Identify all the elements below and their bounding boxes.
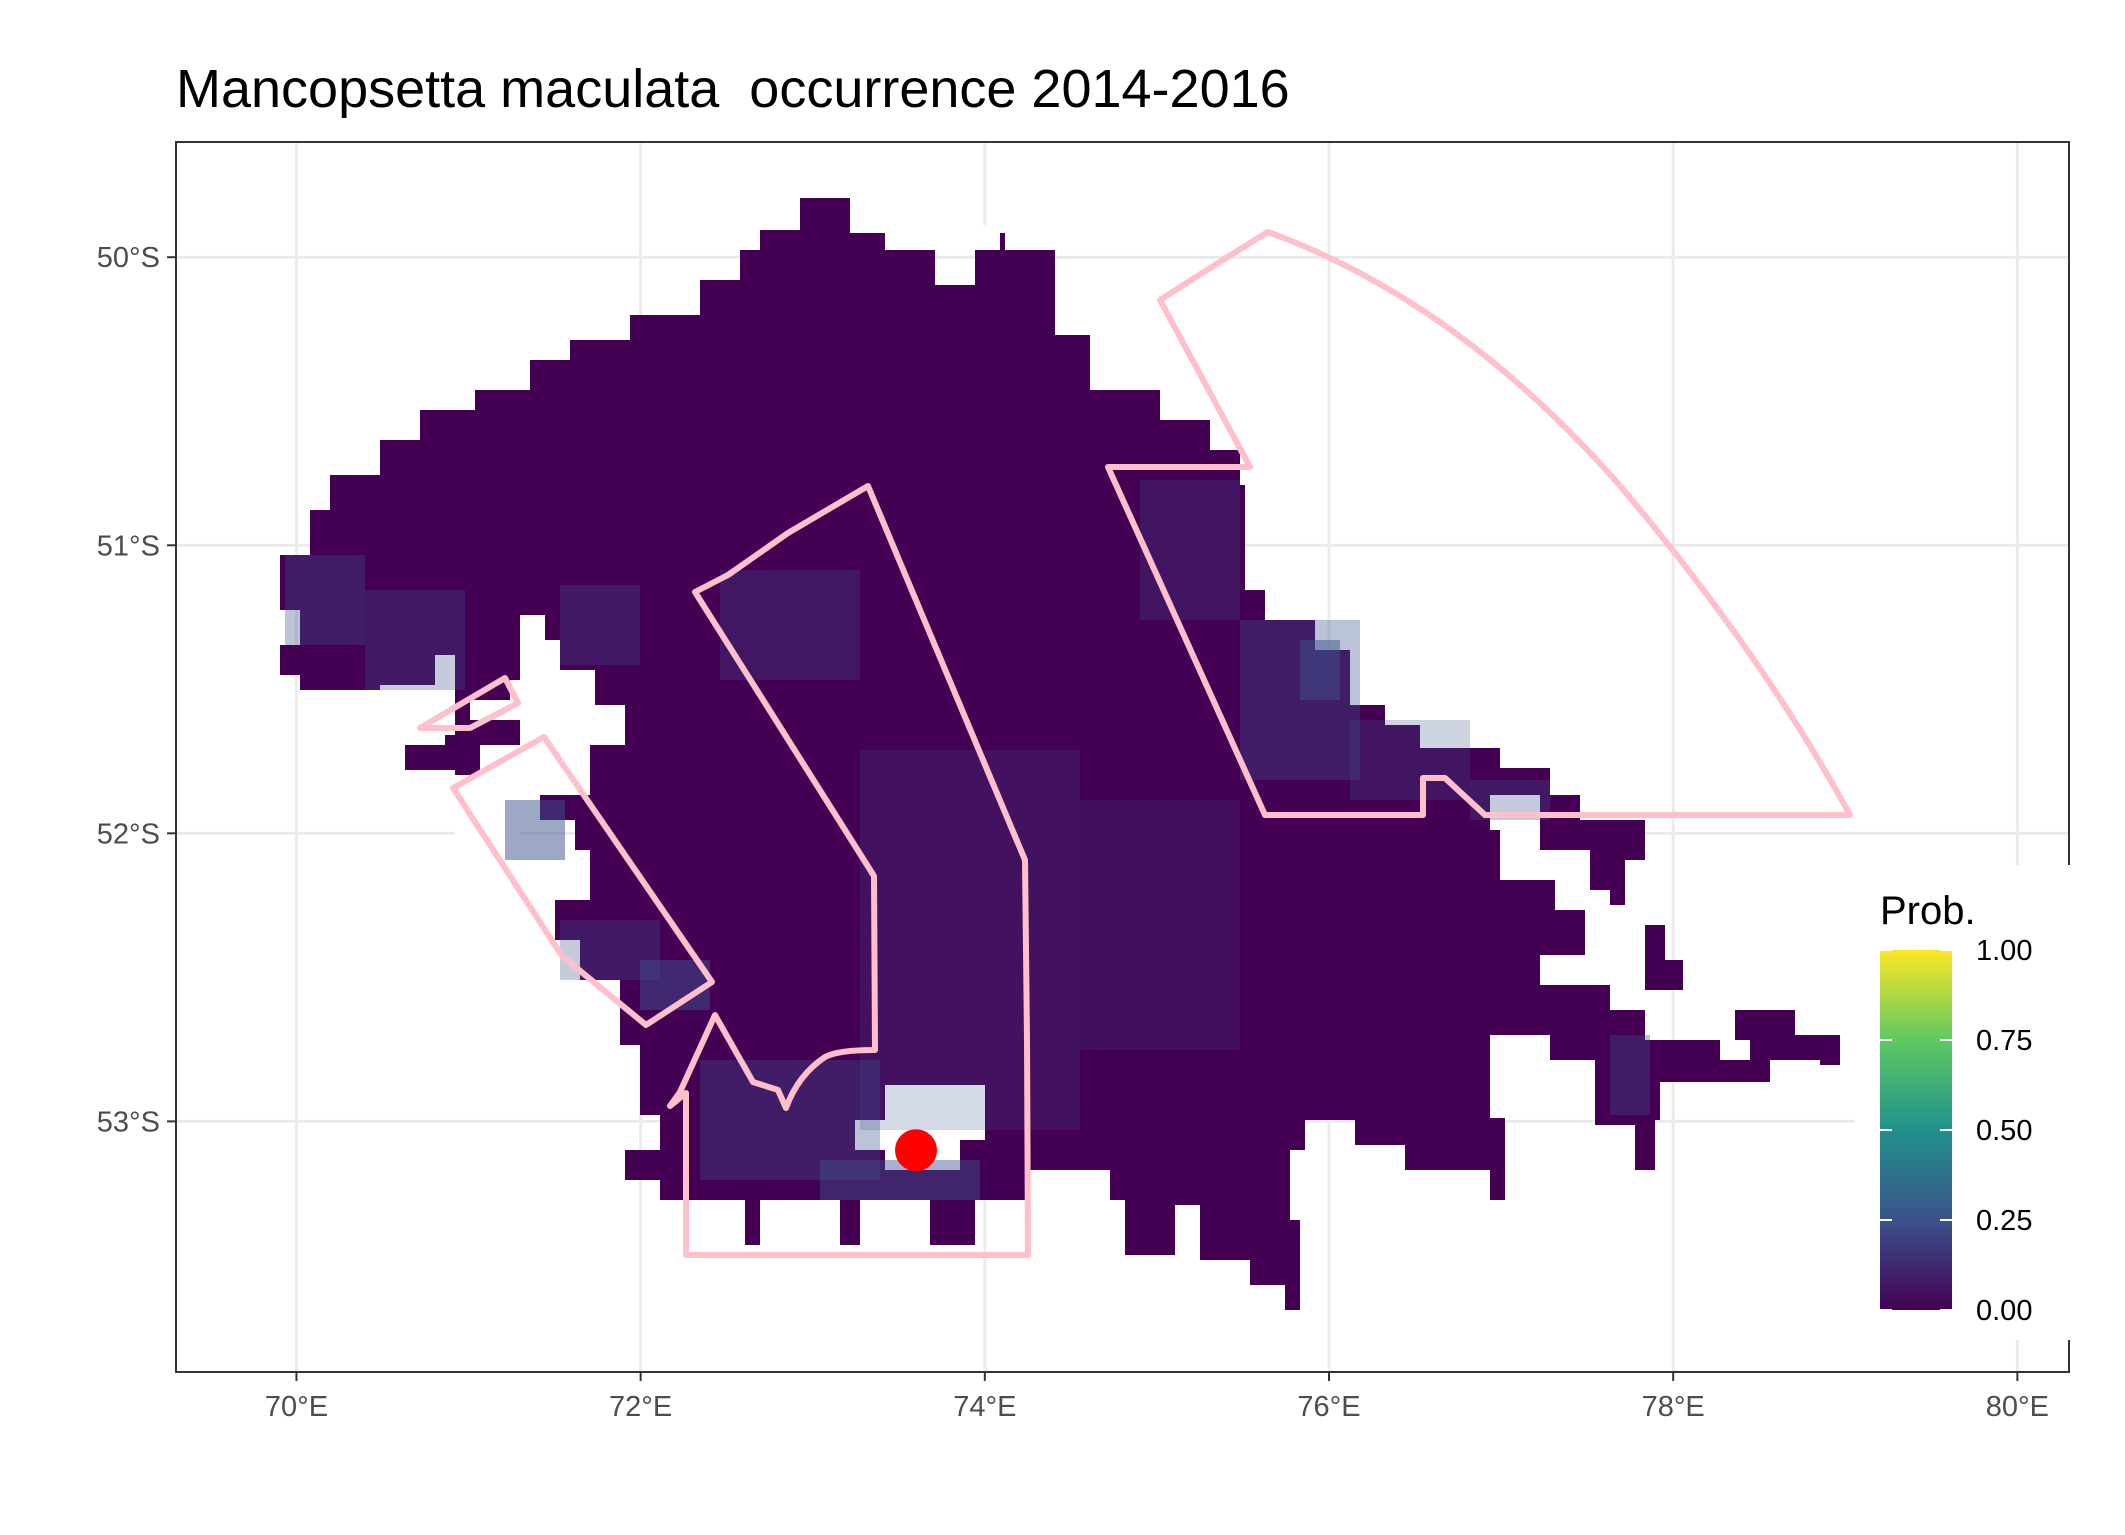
raster-islet xyxy=(1610,820,1645,860)
hotspot xyxy=(720,570,860,680)
legend-label: 0.50 xyxy=(1976,1115,2032,1147)
hotspot xyxy=(700,1060,880,1180)
occurrence-point xyxy=(894,1129,937,1172)
page-title: Mancopsetta maculata occurrence 2014-201… xyxy=(176,59,1290,119)
raster-gap-occurrence xyxy=(855,1085,985,1170)
raster-main xyxy=(280,198,1770,1310)
x-tick-label: 72°E xyxy=(609,1391,672,1423)
hotspot xyxy=(820,1160,980,1200)
hotspot xyxy=(1300,640,1340,700)
raster-gap-southwest xyxy=(455,780,590,940)
raster-gap-north-notch xyxy=(975,225,1000,250)
hotspot xyxy=(285,555,365,645)
hotspot xyxy=(1140,480,1240,620)
x-tick-label: 78°E xyxy=(1642,1391,1705,1423)
x-tick-label: 76°E xyxy=(1297,1391,1360,1423)
hotspot xyxy=(365,590,465,690)
hotspot xyxy=(1610,1035,1650,1115)
legend-title: Prob. xyxy=(1880,889,1976,933)
raster-islet xyxy=(1765,1035,1820,1060)
plot-border xyxy=(175,141,2070,1373)
raster-gap-west xyxy=(470,615,625,795)
y-tick-label: 50°S xyxy=(97,242,160,274)
x-axis: 70°E 72°E 74°E 76°E 78°E 80°E xyxy=(265,1372,2049,1423)
area-outlines xyxy=(417,229,1853,1258)
y-tick-label: 53°S xyxy=(97,1106,160,1138)
raster-islet xyxy=(1820,1035,1840,1065)
raster-islet xyxy=(1665,960,1683,990)
legend: Prob. 1.00 0.75 0.50 0.25 0.00 xyxy=(1855,865,2070,1340)
outline-northeast-sector xyxy=(1105,229,1853,818)
y-tick-label: 51°S xyxy=(97,530,160,562)
legend-label: 1.00 xyxy=(1976,935,2032,967)
hotspot xyxy=(860,750,1080,1130)
raster-gap-east-coast xyxy=(1490,795,1610,910)
legend-label: 0.25 xyxy=(1976,1205,2032,1237)
outline-central-box xyxy=(667,483,1031,1258)
outline-northwest-sliver xyxy=(417,675,521,731)
x-tick-label: 80°E xyxy=(1986,1391,2049,1423)
legend-ticks: 1.00 0.75 0.50 0.25 0.00 xyxy=(1880,935,2032,1327)
legend-label: 0.75 xyxy=(1976,1025,2032,1057)
legend-label: 0.00 xyxy=(1976,1295,2032,1327)
y-tick-label: 52°S xyxy=(97,818,160,850)
x-tick-label: 74°E xyxy=(953,1391,1016,1423)
hotspot xyxy=(1080,800,1240,1050)
probability-hotspots xyxy=(285,480,1650,1200)
outline-west-strip xyxy=(450,734,715,1028)
raster-gap-southeast xyxy=(1490,1035,1550,1060)
probability-raster xyxy=(280,198,1840,1310)
x-tick-label: 70°E xyxy=(265,1391,328,1423)
hotspot xyxy=(505,800,565,860)
y-axis: 50°S 51°S 52°S 53°S xyxy=(97,242,176,1138)
hotspot xyxy=(560,585,640,665)
raster-islet xyxy=(1645,925,1665,990)
hotspot xyxy=(640,960,710,1010)
